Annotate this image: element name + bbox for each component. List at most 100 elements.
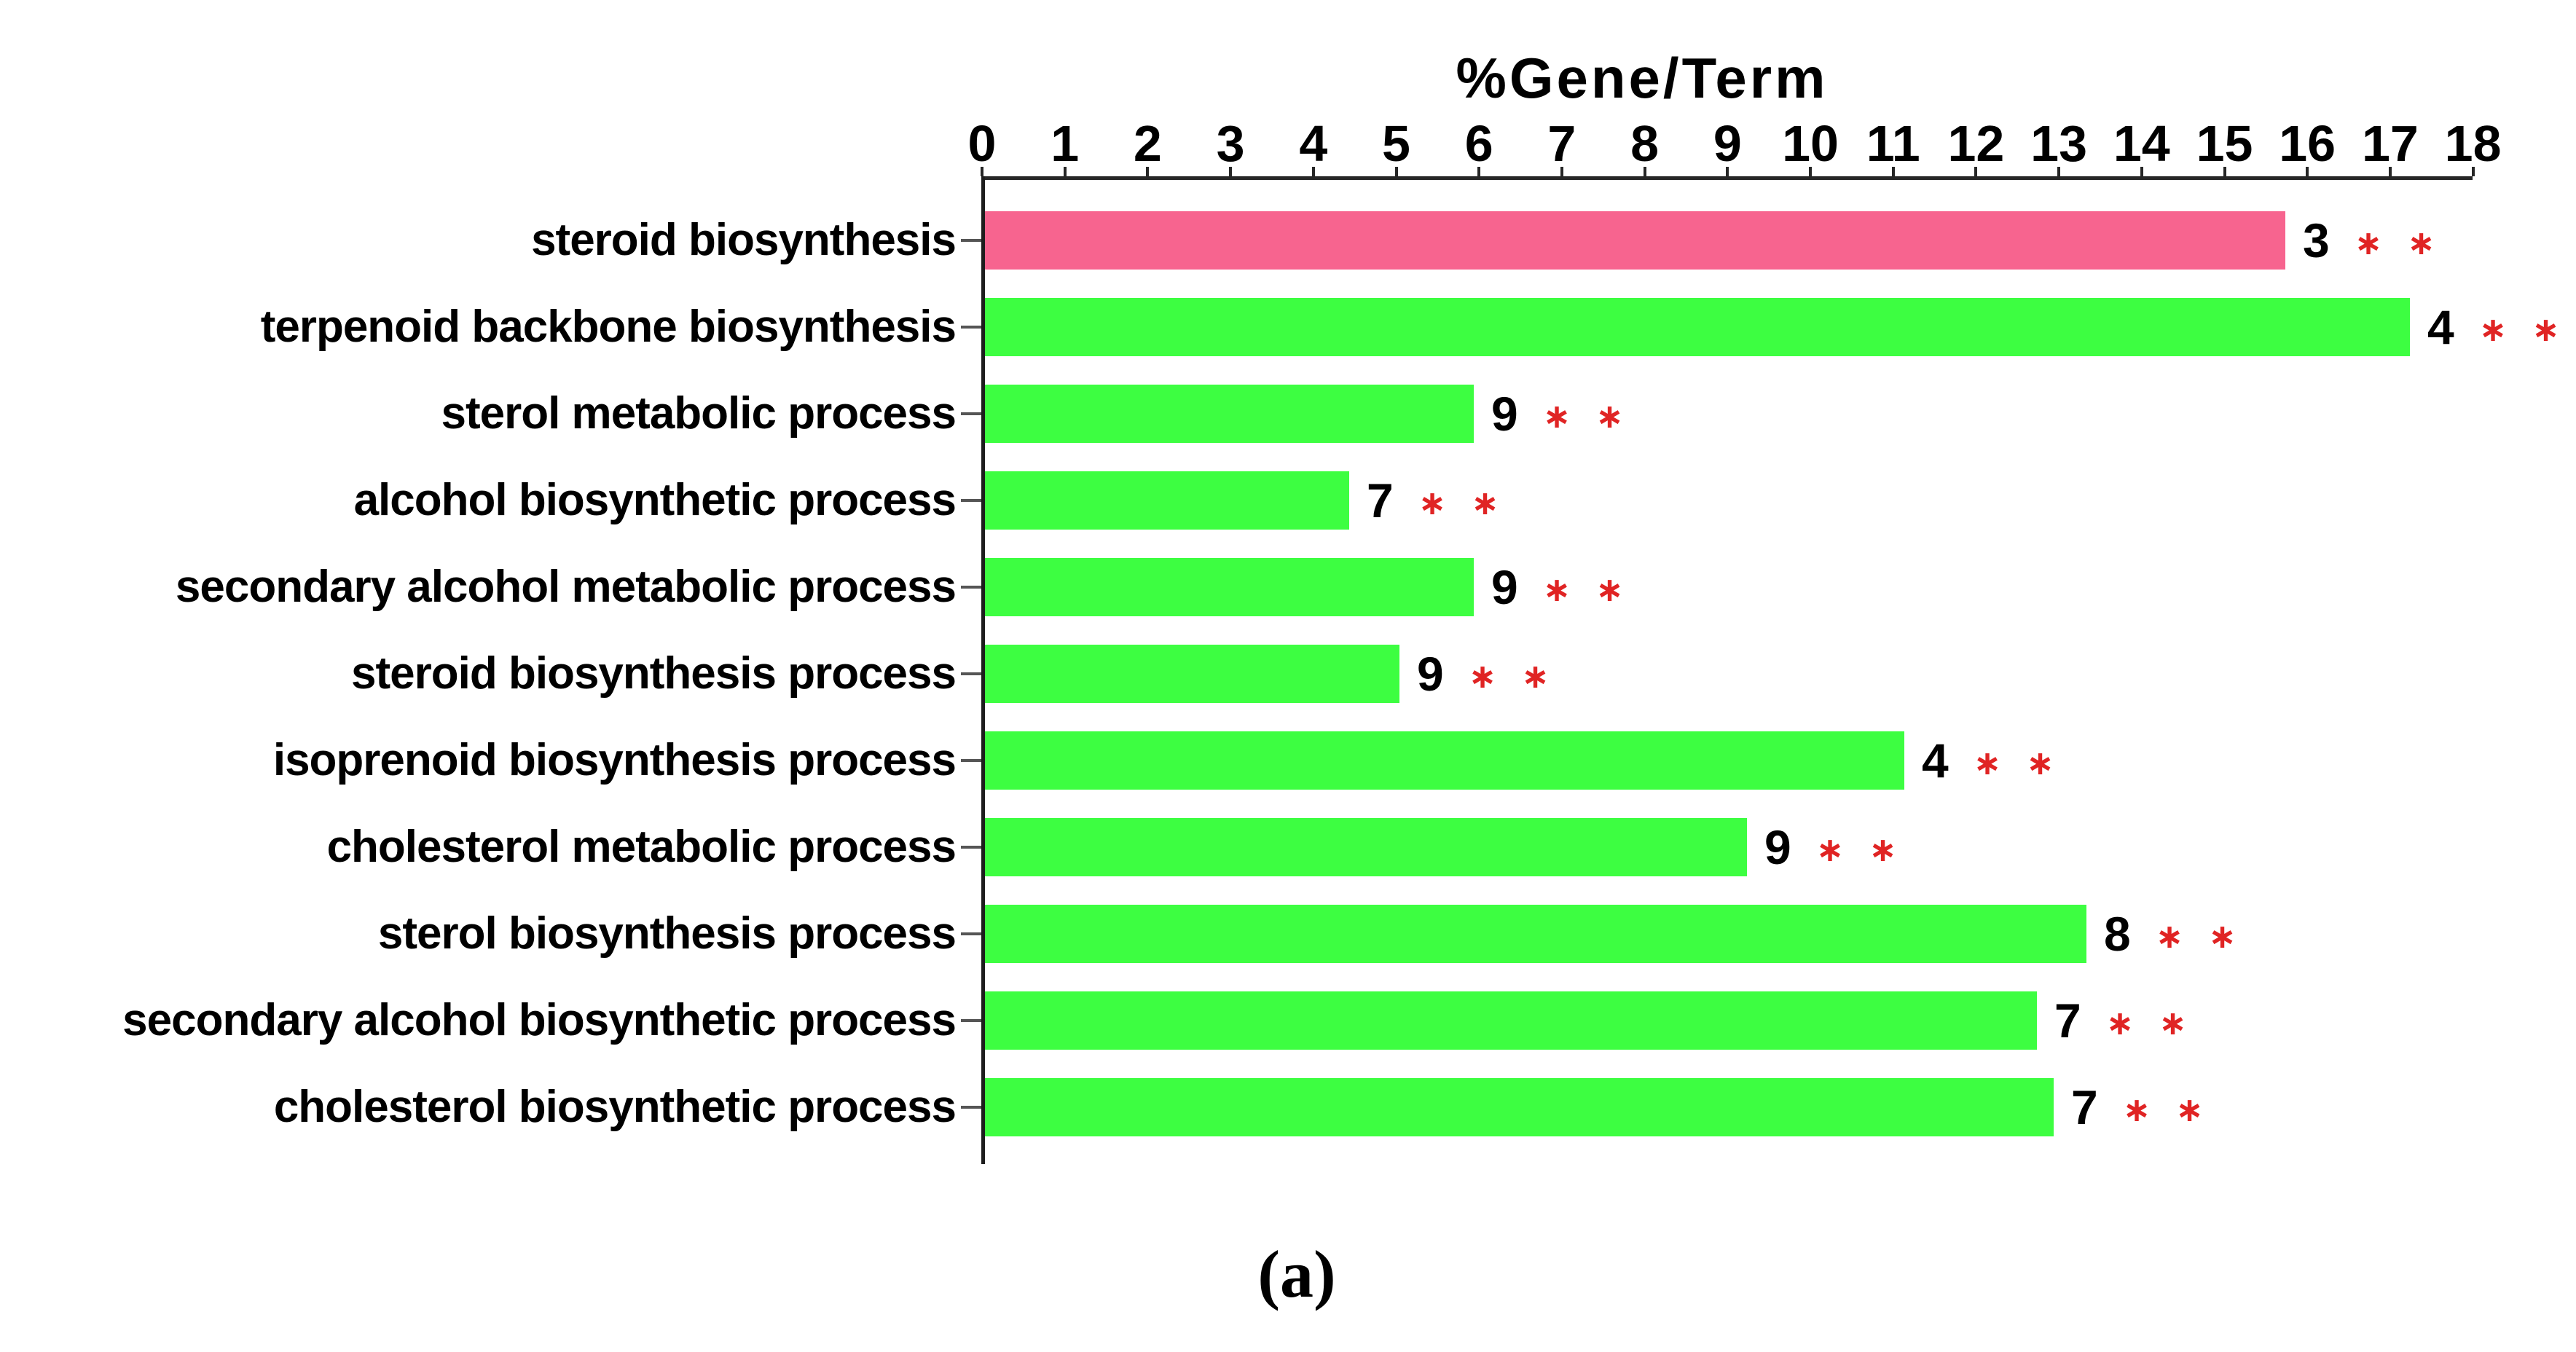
x-tick-label: 3: [1216, 115, 1245, 172]
x-tick-label: 8: [1630, 115, 1660, 172]
bar-annotation: 8 ∗ ∗: [2104, 905, 2237, 963]
x-tick-mark: [2057, 167, 2061, 176]
x-tick-mark: [2140, 167, 2143, 176]
y-tick-mark: [961, 499, 981, 502]
bar: [985, 471, 1349, 530]
x-tick-mark: [1726, 167, 1729, 176]
x-tick-mark: [1643, 167, 1646, 176]
x-tick-label: 2: [1133, 115, 1162, 172]
significance-asterisk: ∗: [1521, 656, 1550, 696]
significance-asterisk: ∗: [2532, 310, 2560, 349]
significance-asterisk: ∗: [2155, 916, 2184, 956]
x-tick-mark: [2306, 167, 2309, 176]
category-label: cholesterol biosynthetic process: [273, 1082, 957, 1132]
bar-annotation: 9 ∗ ∗: [1491, 558, 1624, 616]
x-tick-mark: [1229, 167, 1233, 176]
gene-count-label: 9: [1491, 387, 1518, 441]
gene-count-label: 7: [1367, 473, 1394, 527]
bar: [985, 731, 1904, 790]
x-tick-mark: [1809, 167, 1812, 176]
significance-asterisk: ∗: [2407, 223, 2435, 262]
category-label: isoprenoid biosynthesis process: [272, 735, 957, 785]
x-tick-mark: [1477, 167, 1481, 176]
significance-asterisk: ∗: [2105, 1003, 2135, 1042]
significance-asterisk: ∗: [2159, 1003, 2187, 1042]
x-tick-label: 4: [1299, 115, 1328, 172]
y-tick-mark: [961, 846, 981, 849]
bar: [985, 385, 1474, 443]
gene-count-label: 8: [2104, 907, 2131, 961]
bar-annotation: 7 ∗ ∗: [2054, 991, 2187, 1050]
x-tick-label: 1: [1051, 115, 1080, 172]
significance-asterisk: ∗: [2175, 1090, 2204, 1129]
x-tick-label: 11: [1866, 115, 1920, 172]
x-tick-mark: [1560, 167, 1563, 176]
category-label: steroid biosynthesis: [531, 215, 957, 265]
bar: [985, 211, 2285, 270]
significance-asterisk: ∗: [1869, 830, 1897, 869]
x-tick-label: 10: [1782, 115, 1839, 172]
significance-asterisk: ∗: [2208, 916, 2237, 956]
bar: [985, 818, 1747, 876]
category-label: steroid biosynthesis process: [351, 648, 957, 699]
category-label: sterol metabolic process: [441, 388, 957, 439]
y-tick-mark: [961, 239, 981, 242]
bar-annotation: 9 ∗ ∗: [1417, 645, 1550, 703]
bar-annotation: 3 ∗ ∗: [2303, 211, 2435, 270]
gene-count-label: 4: [1922, 734, 1949, 787]
gene-count-label: 9: [1764, 820, 1791, 874]
significance-asterisk: ∗: [1973, 743, 2002, 782]
gene-count-label: 3: [2303, 213, 2330, 267]
bar: [985, 905, 2086, 963]
significance-asterisk: ∗: [1595, 396, 1624, 436]
gene-count-label: 7: [2071, 1080, 2098, 1134]
y-tick-mark: [961, 586, 981, 589]
x-tick-label: 6: [1464, 115, 1493, 172]
gene-count-label: 4: [2427, 300, 2454, 354]
significance-asterisk: ∗: [2122, 1090, 2151, 1129]
gene-count-label: 9: [1491, 560, 1518, 614]
x-tick-label: 5: [1382, 115, 1410, 172]
x-tick-mark: [1311, 167, 1315, 176]
significance-asterisk: ∗: [1468, 656, 1497, 696]
bar-annotation: 9 ∗ ∗: [1764, 818, 1897, 876]
significance-asterisk: ∗: [1418, 483, 1447, 522]
bar: [985, 645, 1399, 703]
significance-asterisk: ∗: [1815, 830, 1845, 869]
significance-asterisk: ∗: [2354, 223, 2383, 262]
bar: [985, 1078, 2054, 1136]
x-tick-label: 17: [2361, 115, 2419, 172]
bar: [985, 298, 2410, 356]
x-tick-label: 18: [2444, 115, 2502, 172]
x-axis-line: [982, 176, 2473, 180]
bar-annotation: 4 ∗ ∗: [1922, 731, 2054, 790]
category-label: terpenoid backbone biosynthesis: [260, 302, 957, 352]
x-tick-label: 13: [2030, 115, 2088, 172]
gene-count-label: 9: [1417, 647, 1444, 701]
bar: [985, 991, 2037, 1050]
y-tick-mark: [961, 1106, 981, 1109]
x-tick-label: 15: [2196, 115, 2253, 172]
y-tick-mark: [961, 1019, 981, 1022]
bar-annotation: 7 ∗ ∗: [2071, 1078, 2204, 1136]
x-tick-label: 7: [1547, 115, 1576, 172]
x-tick-label: 12: [1947, 115, 2005, 172]
x-tick-label: 9: [1713, 115, 1742, 172]
bar-annotation: 4 ∗ ∗: [2427, 298, 2560, 356]
x-tick-label: 14: [2113, 115, 2170, 172]
bar: [985, 558, 1474, 616]
x-tick-mark: [981, 167, 983, 176]
significance-asterisk: ∗: [1542, 396, 1571, 436]
y-axis-line: [981, 176, 985, 1164]
significance-asterisk: ∗: [1542, 570, 1571, 609]
y-tick-mark: [961, 412, 981, 415]
x-tick-mark: [1063, 167, 1067, 176]
x-tick-mark: [2388, 167, 2392, 176]
category-label: sterol biosynthesis process: [377, 908, 957, 959]
significance-asterisk: ∗: [1471, 483, 1499, 522]
x-tick-mark: [1891, 167, 1895, 176]
category-label: secondary alcohol metabolic process: [175, 562, 957, 612]
x-tick-mark: [1146, 167, 1150, 176]
y-tick-mark: [961, 759, 981, 762]
